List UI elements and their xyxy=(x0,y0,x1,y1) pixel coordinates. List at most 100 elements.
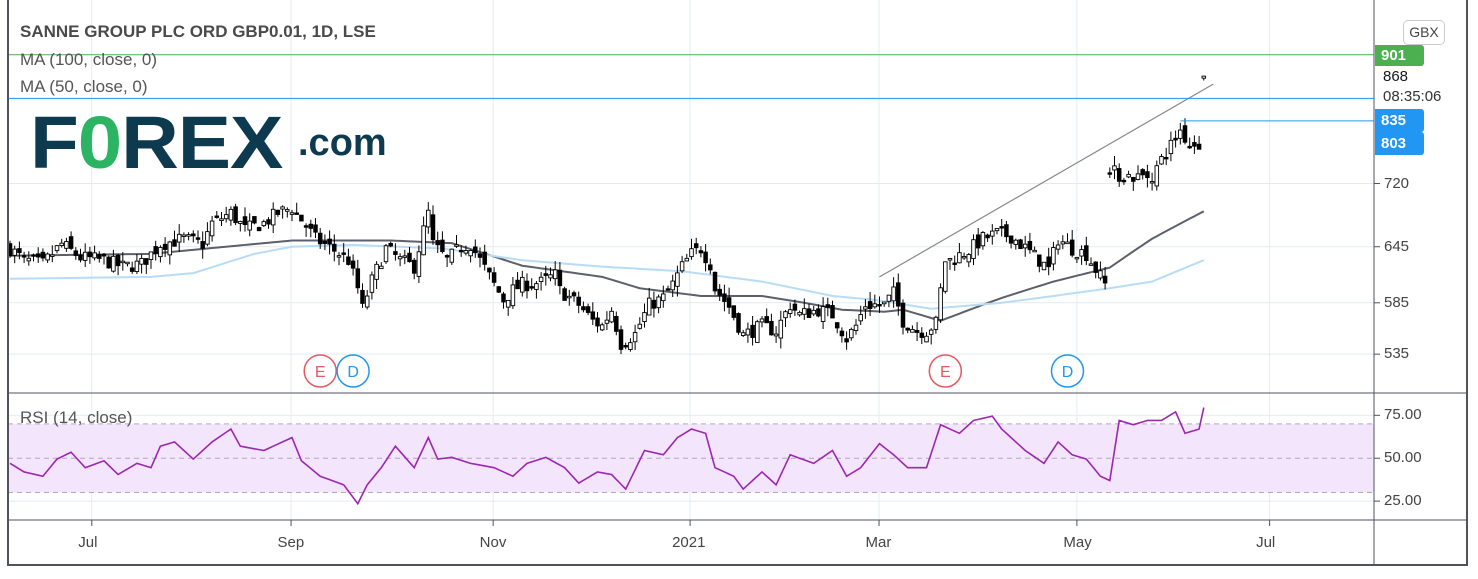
candle xyxy=(708,258,713,275)
candle xyxy=(303,223,309,237)
candle-body xyxy=(1173,137,1178,141)
candle xyxy=(581,301,586,313)
candle xyxy=(717,284,722,301)
candle xyxy=(491,267,497,287)
candle xyxy=(106,255,111,269)
candle-body xyxy=(698,250,704,254)
candle xyxy=(1037,254,1042,273)
earnings-marker[interactable]: E xyxy=(928,354,963,388)
candle xyxy=(369,271,375,300)
candle xyxy=(223,206,229,223)
candle-body xyxy=(961,255,967,259)
candle xyxy=(144,258,149,274)
candle-body xyxy=(825,304,831,308)
symbol-title[interactable]: SANNE GROUP PLC ORD GBP0.01, 1D, LSE xyxy=(20,22,376,41)
marker-circle[interactable] xyxy=(336,354,370,388)
candle-body xyxy=(665,288,671,291)
candle-body xyxy=(491,272,497,283)
candle xyxy=(430,205,436,245)
candle-body xyxy=(849,328,854,339)
candle xyxy=(242,207,248,232)
candle xyxy=(1041,261,1047,271)
candle xyxy=(1018,238,1023,250)
price-tag-835: 835 xyxy=(1375,109,1424,132)
candle-body xyxy=(661,293,666,302)
candle xyxy=(628,338,633,352)
trendline[interactable] xyxy=(879,83,1214,278)
candle xyxy=(252,216,257,225)
currency-button[interactable]: GBX xyxy=(1403,20,1445,45)
rsi-legend[interactable]: RSI (14, close) xyxy=(20,408,133,427)
ma100-legend[interactable]: MA (100, close, 0) xyxy=(20,50,158,69)
candle xyxy=(280,205,285,219)
rsi-ytick: 50.00 xyxy=(1384,449,1422,467)
candle-body xyxy=(139,257,144,265)
candle-body xyxy=(632,332,638,343)
candle xyxy=(806,303,812,319)
candle-body xyxy=(1149,181,1155,184)
candle-body xyxy=(867,301,873,309)
candle-body xyxy=(134,260,140,272)
marker-circle[interactable] xyxy=(303,354,337,388)
candle xyxy=(849,327,854,341)
candle xyxy=(407,247,412,263)
candle-body xyxy=(317,232,323,245)
candle xyxy=(679,255,685,274)
candle xyxy=(247,213,252,237)
candle xyxy=(322,234,328,251)
candle xyxy=(980,230,986,250)
candle xyxy=(614,311,619,336)
candle-body xyxy=(585,306,591,313)
last-price-label: 868 xyxy=(1383,68,1409,85)
candle xyxy=(1140,168,1145,180)
candle xyxy=(1201,75,1207,81)
candle xyxy=(191,230,196,243)
candle xyxy=(463,245,469,256)
candle xyxy=(327,230,332,255)
marker-circle[interactable] xyxy=(928,354,963,388)
candle-body xyxy=(332,243,337,252)
marker-circle[interactable] xyxy=(1050,354,1085,388)
candle xyxy=(661,285,666,308)
candle-body xyxy=(1140,169,1145,176)
candle xyxy=(858,305,863,326)
xtick-Sep: Sep xyxy=(277,534,305,551)
candle-body xyxy=(853,324,859,331)
candle-body xyxy=(684,257,690,262)
candle-body xyxy=(360,289,365,304)
candle-body xyxy=(750,324,755,338)
candle-body xyxy=(806,308,812,319)
candle-body xyxy=(599,324,605,331)
candle-body xyxy=(1182,125,1188,143)
candle-body xyxy=(270,208,276,226)
candle-body xyxy=(449,248,455,263)
candle xyxy=(1074,256,1080,264)
candle xyxy=(233,203,238,226)
candle-body xyxy=(524,280,530,292)
candle-body xyxy=(308,223,314,229)
candle xyxy=(665,285,671,291)
dividend-marker[interactable]: D xyxy=(336,354,370,388)
candle xyxy=(787,302,793,318)
candle-body xyxy=(440,239,445,252)
candle-body xyxy=(364,295,370,308)
earnings-marker[interactable]: E xyxy=(303,354,337,388)
candle xyxy=(482,244,487,271)
candle xyxy=(12,245,17,264)
candle xyxy=(834,322,840,334)
candle xyxy=(646,287,652,316)
candle-body xyxy=(830,305,835,319)
dividend-marker[interactable]: D xyxy=(1050,354,1085,388)
ma50-legend[interactable]: MA (50, close, 0) xyxy=(20,77,148,96)
drawings[interactable] xyxy=(8,54,1374,278)
candle-body xyxy=(905,327,910,331)
candle xyxy=(1065,233,1070,245)
candle-body xyxy=(1013,239,1019,245)
candle-body xyxy=(129,267,135,272)
candle xyxy=(1027,232,1033,254)
candle xyxy=(50,245,55,263)
candle-body xyxy=(1121,179,1127,183)
candle-body xyxy=(933,316,939,330)
